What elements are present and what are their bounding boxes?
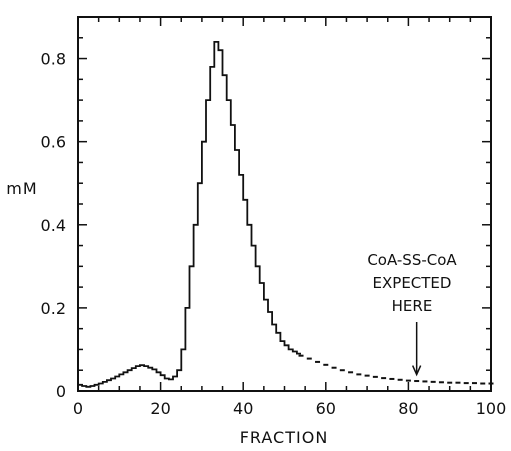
arrow-head	[411, 365, 422, 377]
arrow-down-icon	[411, 322, 422, 377]
x-tick-label: 80	[398, 399, 418, 418]
y-tick-label: 0.4	[41, 216, 66, 235]
x-tick-label: 20	[150, 399, 170, 418]
series-layer	[78, 41, 494, 388]
x-axis-title: FRACTION	[240, 428, 329, 447]
step-series	[78, 41, 301, 388]
annotation: CoA-SS-CoA EXPECTED HERE	[367, 251, 457, 377]
axis-ticks	[77, 16, 492, 392]
annotation-line-2: EXPECTED	[373, 274, 452, 292]
x-tick-label: 100	[476, 399, 507, 418]
y-tick-label: 0.8	[41, 50, 66, 69]
y-tick-label: 0.6	[41, 133, 66, 152]
x-tick-label: 0	[73, 399, 83, 418]
y-axis-title: mM	[6, 179, 37, 198]
x-tick-label: 40	[233, 399, 253, 418]
y-tick-labels: 0 0.2 0.4 0.6 0.8	[41, 50, 66, 401]
plot-frame	[77, 16, 492, 392]
x-tick-labels: 0 20 40 60 80 100	[73, 399, 506, 418]
y-tick-label: 0.2	[41, 299, 66, 318]
annotation-line-1: CoA-SS-CoA	[367, 251, 457, 269]
y-tick-label: 0	[56, 382, 66, 401]
x-tick-label: 60	[316, 399, 336, 418]
annotation-line-3: HERE	[392, 297, 433, 315]
